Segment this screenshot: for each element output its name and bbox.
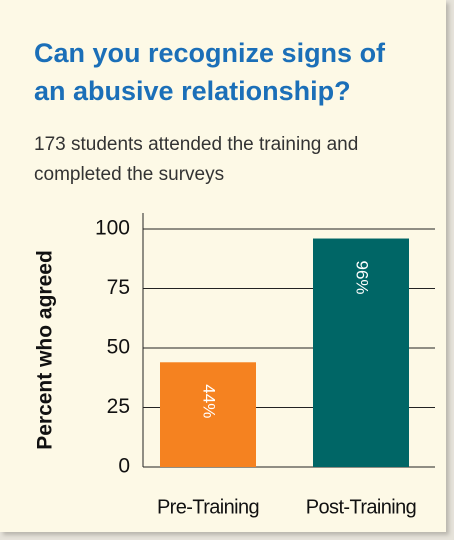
y-tick-label: 100 — [95, 217, 130, 240]
y-tick-label: 50 — [107, 336, 130, 359]
y-tick-label: 0 — [118, 455, 130, 478]
x-tick-label: Pre-Training — [157, 496, 259, 518]
y-axis-label: Percent who agreed — [34, 250, 57, 450]
bar — [160, 362, 256, 467]
chart-title: Can you recognize signs of an abusive re… — [34, 38, 386, 106]
bar — [313, 238, 409, 467]
y-tick-label: 25 — [107, 395, 130, 418]
chart-subtitle: 173 students attended the training and c… — [34, 134, 359, 185]
value-label: 44% — [200, 384, 219, 418]
x-tick-label: Post-Training — [306, 496, 416, 518]
y-tick-label: 75 — [107, 276, 130, 299]
value-label: 96% — [353, 261, 372, 295]
